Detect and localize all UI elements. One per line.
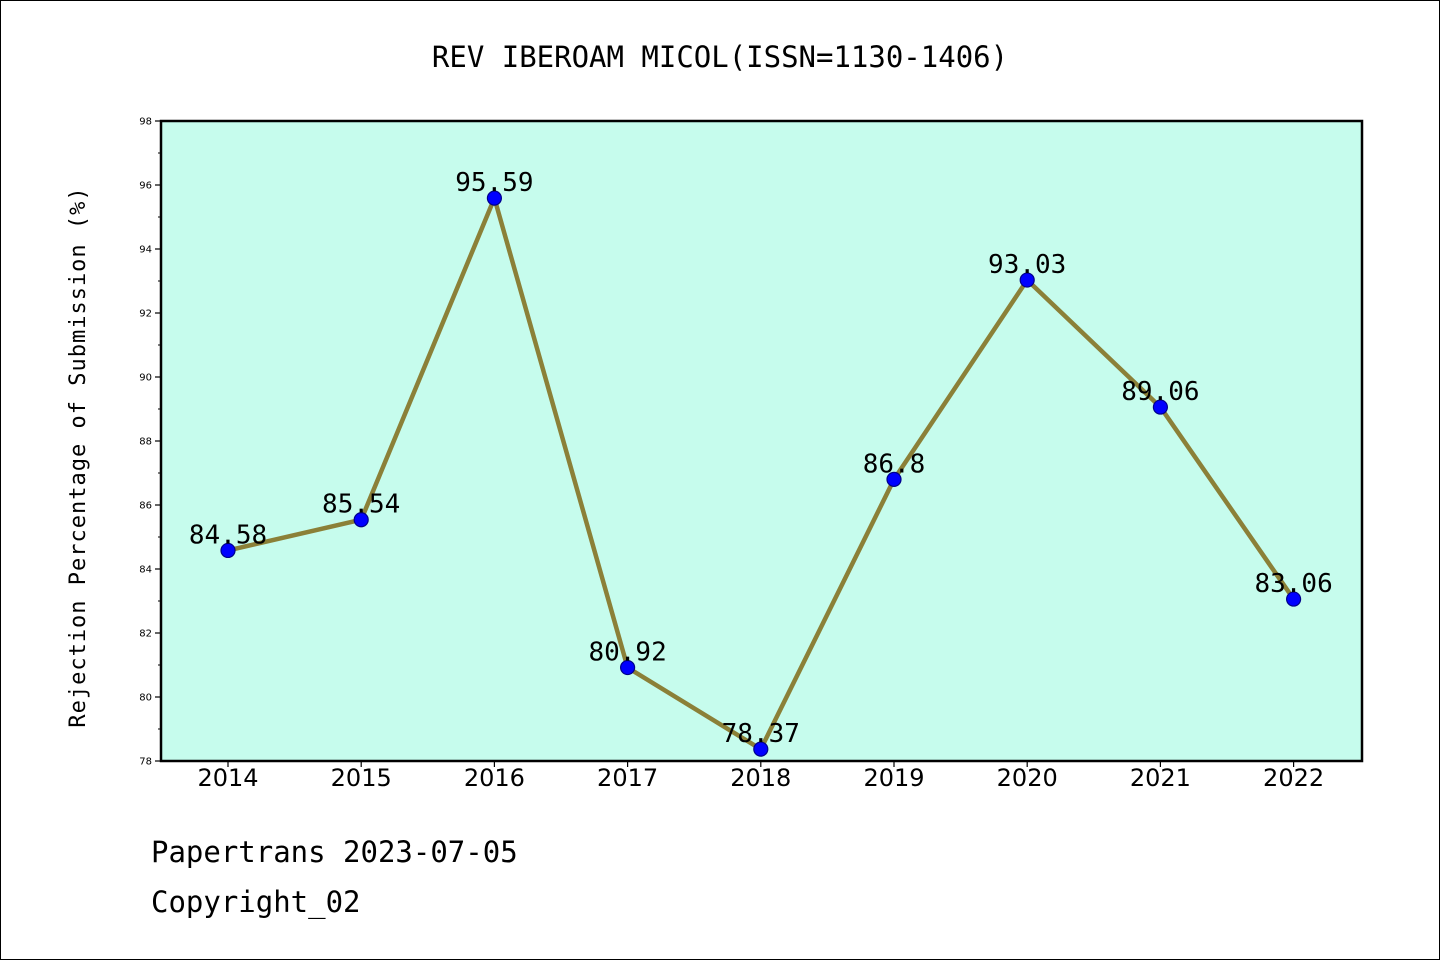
y-tick-label: 94: [139, 245, 152, 256]
series-line-segment: [625, 665, 764, 752]
x-tick-label: 2019: [863, 764, 924, 792]
data-point-label: 85.54: [322, 490, 400, 520]
data-point-label: 93.03: [988, 250, 1066, 280]
data-point-label: 80.92: [588, 638, 666, 668]
series-line-segment: [891, 277, 1030, 482]
series-line-segment: [225, 517, 364, 553]
x-tick-label: 2017: [597, 764, 658, 792]
data-point-marker: [1285, 591, 1302, 607]
series-line-segment: [758, 477, 897, 752]
axis-ticks: 78 80 82 84 86 88 90 92 94 96 98 2014 2015 2016 2017 20…: [139, 117, 1324, 793]
x-tick-label: 2022: [1263, 764, 1324, 792]
data-labels: 84.58 85.54 95.59 80.92 78.37 86.8 93.03 89.06 8…: [189, 168, 1333, 749]
x-tick-label: 2015: [331, 764, 392, 792]
series-line-segment: [1024, 277, 1163, 410]
y-tick-label: 78: [139, 757, 152, 768]
series-line-segment: [492, 195, 630, 670]
plot-area: [161, 121, 1362, 761]
data-point-marker: [486, 190, 502, 206]
plot-frame: [159, 119, 1364, 763]
x-tick-label: 2020: [997, 764, 1058, 792]
y-tick-label: 82: [139, 629, 152, 640]
data-point-marker: [619, 659, 636, 676]
y-axis-label: Rejection Percentage of Submission (%): [66, 186, 91, 727]
data-point-marker: [886, 471, 902, 487]
series-lines: [225, 195, 1296, 752]
y-tick-label: 98: [139, 117, 152, 128]
x-tick-label: 2021: [1130, 764, 1191, 792]
footer-source: Papertrans 2023-07-05: [151, 835, 518, 869]
y-tick-label: 88: [139, 437, 152, 448]
data-point-label: 78.37: [722, 719, 800, 749]
data-point-marker: [1152, 399, 1169, 415]
y-tick-label: 86: [139, 501, 152, 512]
series-markers: [220, 190, 1302, 757]
x-tick-label: 2018: [730, 764, 791, 792]
data-point-label: 95.59: [455, 168, 533, 198]
data-point-label: 83.06: [1254, 569, 1332, 599]
data-point-marker: [753, 741, 769, 757]
y-tick-label: 92: [139, 309, 152, 320]
data-point-label: 89.06: [1121, 377, 1199, 407]
x-tick-label: 2014: [197, 764, 258, 792]
series-line-segment: [1158, 404, 1296, 602]
data-point-marker: [353, 512, 369, 528]
y-tick-label: 80: [139, 693, 152, 704]
y-tick-label: 84: [139, 565, 152, 576]
data-point-label: 86.8: [863, 449, 926, 479]
data-point-marker: [1019, 272, 1035, 288]
data-point-marker: [220, 542, 236, 559]
y-tick-label: 96: [139, 181, 152, 192]
chart-title: REV IBEROAM MICOL(ISSN=1130-1406): [432, 40, 1008, 74]
data-point-label: 84.58: [189, 520, 267, 550]
series-line-segment: [358, 195, 497, 522]
y-tick-label: 90: [139, 373, 152, 384]
x-tick-label: 2016: [464, 764, 525, 792]
footer-copyright: Copyright_02: [151, 885, 361, 919]
